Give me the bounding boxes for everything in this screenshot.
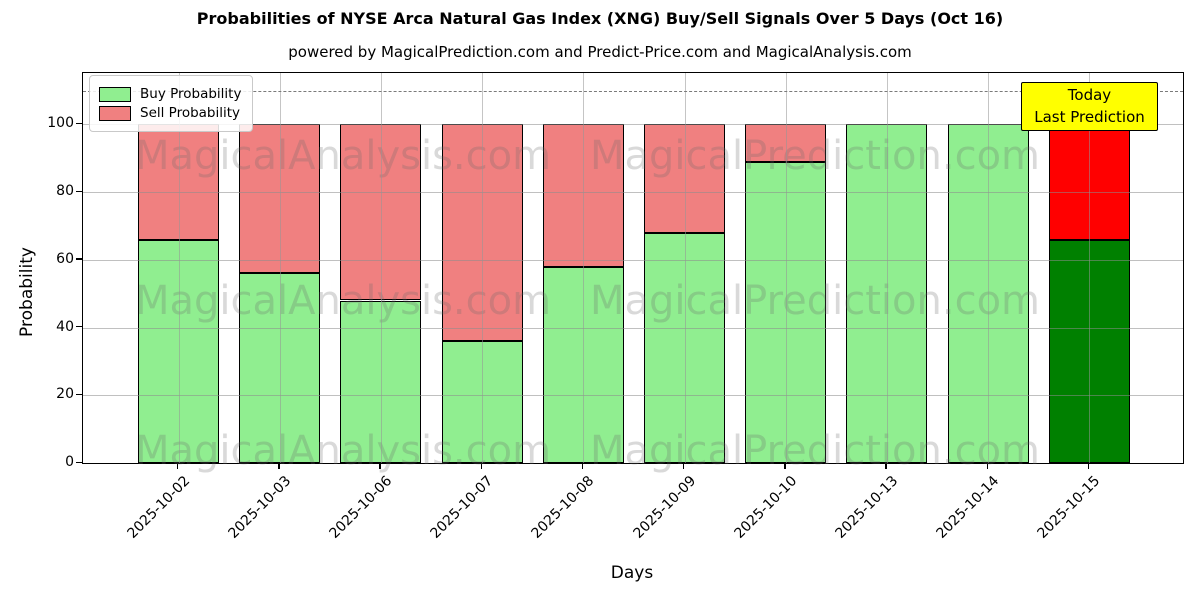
v-gridline (380, 73, 382, 463)
v-gridline (785, 73, 787, 463)
x-tick-label: 2025-10-10 (731, 473, 801, 542)
y-tick-label: 20 (56, 386, 74, 403)
v-gridline (482, 73, 484, 463)
dashed-threshold-line (83, 90, 1183, 92)
today-annotation-line2: Last Prediction (1034, 108, 1145, 126)
x-tick-label: 2025-10-13 (832, 473, 902, 542)
v-gridline (684, 73, 686, 463)
v-gridline (279, 73, 281, 463)
watermark-text: MagicalPrediction.com (590, 133, 1040, 179)
y-tick-label: 0 (65, 454, 74, 470)
x-tick-mark (986, 463, 988, 470)
x-tick-label: 2025-10-02 (123, 473, 193, 542)
x-tick-label: 2025-10-14 (933, 473, 1003, 542)
y-tick-label: 60 (56, 250, 74, 267)
h-gridline (83, 395, 1183, 397)
watermark-text: MagicalAnalysis.com (134, 133, 552, 179)
x-tick-mark (177, 463, 179, 470)
v-gridline (178, 73, 180, 463)
chart-subtitle: powered by MagicalPrediction.com and Pre… (288, 43, 912, 61)
h-gridline (83, 124, 1183, 126)
legend-label-sell: Sell Probability (140, 105, 241, 121)
x-tick-mark (379, 463, 381, 470)
x-tick-label: 2025-10-07 (427, 473, 497, 542)
legend-item-buy: Buy Probability (99, 86, 241, 102)
v-gridline (1089, 73, 1091, 463)
y-tick-mark (76, 190, 82, 193)
watermark-text: MagicalAnalysis.com (134, 278, 552, 324)
legend-item-sell: Sell Probability (99, 105, 241, 121)
v-gridline (886, 73, 888, 463)
x-tick-label: 2025-10-15 (1034, 473, 1104, 542)
watermark-text: MagicalPrediction.com (590, 428, 1040, 474)
legend-label-buy: Buy Probability (140, 86, 242, 102)
v-gridline (988, 73, 990, 463)
chart-title: Probabilities of NYSE Arca Natural Gas I… (196, 9, 1004, 28)
y-tick-label: 100 (47, 115, 74, 132)
x-tick-mark (278, 463, 280, 470)
x-tick-mark (1087, 463, 1090, 470)
today-annotation-line1: Today (1067, 86, 1112, 104)
watermark-text: MagicalAnalysis.com (134, 428, 552, 474)
y-tick-label: 40 (56, 318, 74, 335)
x-tick-mark (683, 463, 685, 470)
x-tick-label: 2025-10-03 (225, 473, 295, 542)
v-gridline (583, 73, 585, 463)
h-gridline (83, 327, 1183, 329)
x-tick-mark (885, 463, 887, 470)
sell-swatch-icon (99, 105, 131, 121)
y-tick-mark (76, 258, 82, 260)
y-tick-mark (76, 393, 82, 396)
legend: Buy Probability Sell Probability (89, 75, 254, 132)
y-tick-label: 80 (56, 183, 74, 200)
y-tick-mark (76, 326, 82, 328)
h-gridline (83, 259, 1183, 261)
y-tick-mark (76, 122, 82, 125)
today-annotation: Today Last Prediction (1021, 82, 1158, 131)
y-tick-mark (76, 461, 82, 463)
x-tick-label: 2025-10-06 (326, 473, 396, 542)
h-gridline (83, 192, 1183, 194)
watermark-text: MagicalPrediction.com (590, 278, 1040, 324)
x-axis-label: Days (610, 563, 654, 583)
buy-swatch-icon (99, 86, 131, 102)
x-tick-mark (480, 463, 482, 470)
plot-area: Buy Probability Sell Probability Today L… (82, 72, 1184, 474)
x-tick-mark (784, 463, 786, 470)
x-tick-mark (581, 463, 584, 470)
x-tick-label: 2025-10-08 (528, 473, 598, 542)
